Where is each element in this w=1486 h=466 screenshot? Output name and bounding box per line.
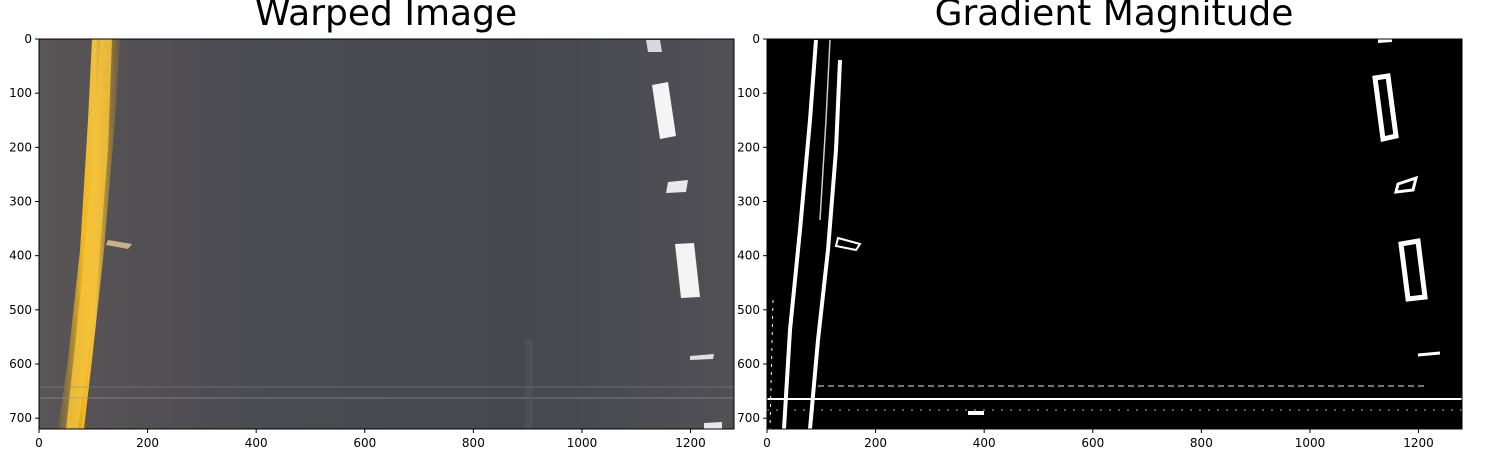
y-tick-label: 400 — [9, 249, 32, 263]
gradient-magnitude-panel: Gradient Magnitude — [728, 0, 1486, 466]
white-lane-dash — [666, 180, 688, 193]
y-tick-label: 600 — [9, 357, 32, 371]
white-lane-dash — [646, 40, 662, 52]
white-lane-dash — [704, 422, 722, 429]
x-tick-label: 400 — [973, 436, 996, 450]
lane-edge-left-inner — [808, 59, 842, 429]
gradient-magnitude-plot: 0 200 400 600 800 1000 1200 0 100 200 300 400 500 600… — [737, 32, 1463, 450]
x-tick-label: 1000 — [567, 436, 598, 450]
gradient-magnitude-axes: 0 200 400 600 800 1000 1200 0 100 200 300 400 500 600… — [737, 32, 1434, 450]
x-tick-label: 800 — [462, 436, 485, 450]
warped-image-panel: Warped Image — [0, 0, 740, 466]
x-tick-label: 0 — [35, 436, 43, 450]
y-tick-label: 0 — [24, 32, 32, 46]
lane-edge-right — [1372, 73, 1399, 143]
y-tick-label: 200 — [737, 140, 760, 154]
warped-image-title: Warped Image — [254, 0, 518, 34]
white-lane-dash — [675, 243, 700, 298]
x-tick-label: 600 — [353, 436, 376, 450]
binary-background — [767, 39, 1462, 429]
y-tick-label: 600 — [737, 357, 760, 371]
x-tick-label: 400 — [245, 436, 268, 450]
gradient-magnitude-title: Gradient Magnitude — [934, 0, 1294, 34]
y-tick-label: 100 — [737, 86, 760, 100]
x-tick-label: 1000 — [1295, 436, 1326, 450]
white-lane-dash — [690, 354, 714, 360]
x-tick-label: 1200 — [675, 436, 706, 450]
y-tick-label: 0 — [752, 32, 760, 46]
y-tick-label: 700 — [737, 411, 760, 425]
y-tick-label: 300 — [737, 195, 760, 209]
white-lane-dash — [652, 82, 676, 139]
x-tick-label: 200 — [864, 436, 887, 450]
x-tick-label: 0 — [763, 436, 771, 450]
y-tick-label: 700 — [9, 411, 32, 425]
x-tick-label: 600 — [1081, 436, 1104, 450]
y-tick-label: 400 — [737, 249, 760, 263]
lane-edge-right — [1398, 238, 1428, 302]
warped-image-plot: 0 200 400 600 800 1000 1200 0 100 200 300 400 500 600… — [9, 32, 735, 450]
x-tick-label: 800 — [1190, 436, 1213, 450]
y-tick-label: 500 — [737, 303, 760, 317]
lane-edge-right — [1394, 175, 1419, 194]
y-tick-label: 300 — [9, 195, 32, 209]
x-tick-label: 200 — [136, 436, 159, 450]
y-tick-label: 100 — [9, 86, 32, 100]
lane-edge-left-outer — [782, 39, 818, 429]
road-surface — [39, 39, 734, 429]
y-tick-label: 500 — [9, 303, 32, 317]
x-tick-label: 1200 — [1403, 436, 1434, 450]
warped-image-axes: 0 200 400 600 800 1000 1200 0 100 200 300 400 500 600… — [9, 32, 706, 450]
y-tick-label: 200 — [9, 140, 32, 154]
